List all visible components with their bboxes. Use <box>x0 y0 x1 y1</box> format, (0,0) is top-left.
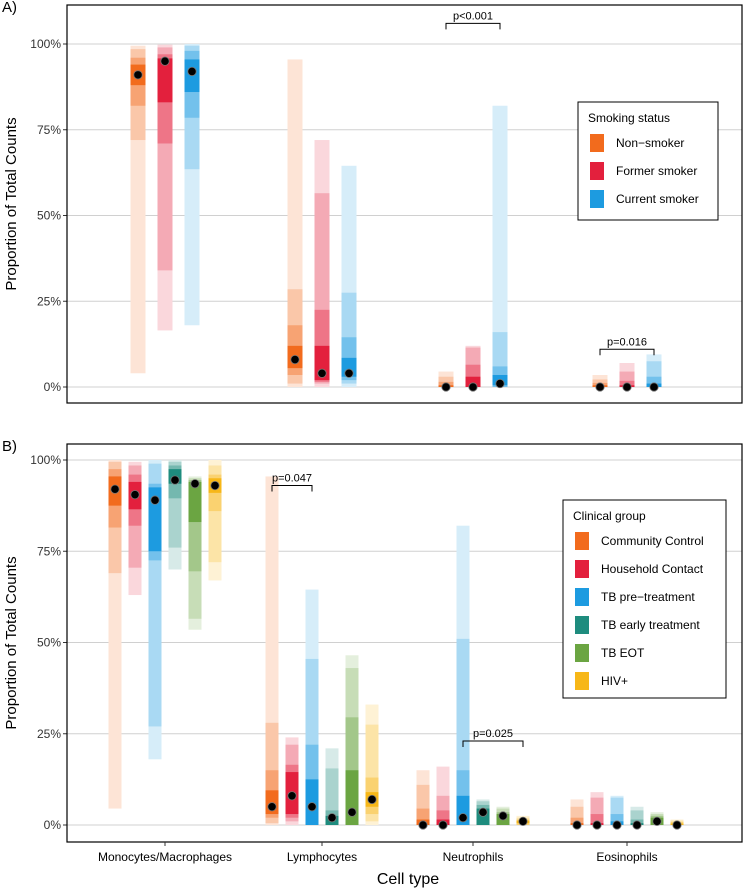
legend-swatch-former-smoker <box>590 162 604 180</box>
x-tick-label-monocytes-macrophages: Monocytes/Macrophages <box>98 850 232 864</box>
legend-swatch-non-smoker <box>590 134 604 152</box>
legend-swatch-community-control <box>575 532 589 550</box>
legend-title-a: Smoking status <box>588 111 670 125</box>
legend-label-tb-eot: TB EOT <box>601 646 645 660</box>
median-point-b-household-contact-neutrophils <box>438 820 448 830</box>
median-point-a-former-smoker-eosinophils <box>622 382 632 392</box>
band-a-current-smoker-neutrophils-0 <box>492 105 508 388</box>
panel-b: 0% 25% 50% 75% 100% p=0.047 p=0.025 Monocytes/M… <box>2 438 743 864</box>
median-point-b-tb-pre-treatment-neutrophils <box>458 813 468 823</box>
y-tick-label-a-1: 25% <box>37 294 61 308</box>
median-point-a-current-smoker-neutrophils <box>495 378 505 389</box>
band-a-current-smoker-eosinophils-2 <box>646 376 662 387</box>
legend-label-tb-early-treatment: TB early treatment <box>601 618 700 632</box>
median-point-b-tb-early-treatment-eosinophils <box>632 820 642 830</box>
legend-label-household-contact: Household Contact <box>601 562 704 576</box>
panel-label-b: B) <box>2 438 17 455</box>
median-point-a-current-smoker-eosinophils <box>649 382 659 392</box>
band-a-former-smoker-monocytes-macrophages-3 <box>157 58 173 103</box>
legend-label-tb-pre-treatment: TB pre−treatment <box>601 590 695 604</box>
legend-label-hiv: HIV+ <box>601 674 628 688</box>
significance-label-a-1: p=0.016 <box>607 336 647 348</box>
median-point-b-hiv-monocytes-macrophages <box>210 480 220 491</box>
median-point-a-former-smoker-neutrophils <box>468 382 478 392</box>
median-point-a-non-smoker-monocytes-macrophages <box>133 70 143 80</box>
median-point-b-tb-eot-monocytes-macrophages <box>190 479 200 489</box>
median-point-b-community-control-lymphocytes <box>267 802 277 812</box>
legend-swatch-tb-pre-treatment <box>575 588 589 606</box>
median-point-b-tb-early-treatment-monocytes-macrophages <box>170 475 180 485</box>
median-point-b-tb-early-treatment-neutrophils <box>478 807 488 817</box>
legend-title-b: Clinical group <box>573 509 646 523</box>
y-tick-label-a-2: 50% <box>37 209 61 223</box>
median-point-b-tb-pre-treatment-eosinophils <box>612 820 622 830</box>
y-tick-label-a-4: 100% <box>30 37 61 51</box>
median-point-a-non-smoker-neutrophils <box>441 382 451 392</box>
median-point-b-hiv-lymphocytes <box>367 794 377 805</box>
band-b-household-contact-eosinophils-2 <box>590 814 604 825</box>
x-tick-label-lymphocytes: Lymphocytes <box>287 850 357 864</box>
legend-swatch-tb-eot <box>575 644 589 662</box>
median-point-b-household-contact-lymphocytes <box>287 791 297 801</box>
median-point-a-former-smoker-lymphocytes <box>317 368 327 378</box>
panel-a: 0% 25% 50% 75% 100% p<0.001 p=0.016 Proportion … <box>2 0 743 404</box>
median-point-b-tb-eot-eosinophils <box>652 816 662 826</box>
median-point-b-tb-early-treatment-lymphocytes <box>327 813 337 823</box>
significance-label-a-0: p<0.001 <box>453 10 493 22</box>
x-tick-label-neutrophils: Neutrophils <box>443 850 504 864</box>
y-tick-label-b-4: 100% <box>30 453 61 467</box>
y-axis-title-b: Proportion of Total Counts <box>3 556 20 729</box>
median-point-a-non-smoker-eosinophils <box>595 382 605 392</box>
band-b-tb-eot-monocytes-macrophages-3 <box>188 481 202 523</box>
median-point-a-former-smoker-monocytes-macrophages <box>160 56 170 66</box>
median-point-b-household-contact-eosinophils <box>592 820 602 830</box>
median-point-a-current-smoker-lymphocytes <box>344 368 354 378</box>
significance-bracket-b-0 <box>271 485 313 492</box>
significance-bracket-a-0 <box>445 22 501 30</box>
median-point-b-tb-pre-treatment-monocytes-macrophages <box>150 495 160 505</box>
significance-label-b-1: p=0.025 <box>473 728 513 740</box>
y-tick-label-a-0: 0% <box>44 380 62 394</box>
band-a-former-smoker-neutrophils-3 <box>465 376 481 387</box>
legend-label-current-smoker: Current smoker <box>616 192 699 206</box>
plot-border-a <box>66 4 743 404</box>
legend-swatch-current-smoker <box>590 190 604 208</box>
panel-label-a: A) <box>2 0 17 16</box>
significance-bracket-a-1 <box>599 348 655 356</box>
median-point-a-non-smoker-lymphocytes <box>290 354 300 365</box>
x-tick-label-eosinophils: Eosinophils <box>596 850 657 864</box>
legend-label-former-smoker: Former smoker <box>616 164 697 178</box>
median-point-b-hiv-neutrophils <box>518 816 528 826</box>
y-axis-title-a: Proportion of Total Counts <box>3 117 20 290</box>
median-point-a-current-smoker-monocytes-macrophages <box>187 66 197 77</box>
y-tick-label-b-3: 75% <box>37 544 61 558</box>
median-point-b-community-control-neutrophils <box>418 820 428 830</box>
y-tick-label-a-3: 75% <box>37 123 61 137</box>
y-tick-label-b-2: 50% <box>37 636 61 650</box>
y-tick-label-b-1: 25% <box>37 727 61 741</box>
median-point-b-community-control-eosinophils <box>572 820 582 830</box>
legend-label-community-control: Community Control <box>601 534 704 548</box>
legend-swatch-household-contact <box>575 560 589 578</box>
median-point-b-tb-eot-lymphocytes <box>347 807 357 817</box>
legend-swatch-tb-early-treatment <box>575 616 589 634</box>
y-tick-label-b-0: 0% <box>44 818 62 832</box>
significance-label-b-0: p=0.047 <box>272 473 312 485</box>
significance-bracket-b-1 <box>462 740 524 748</box>
median-point-b-tb-eot-neutrophils <box>498 811 508 821</box>
band-b-tb-pre-treatment-eosinophils-2 <box>610 814 624 825</box>
median-point-b-household-contact-monocytes-macrophages <box>130 490 140 500</box>
median-point-b-tb-pre-treatment-lymphocytes <box>307 802 317 812</box>
median-point-b-hiv-eosinophils <box>672 820 682 830</box>
band-a-non-smoker-neutrophils-1 <box>438 376 454 387</box>
x-axis-title: Cell type <box>377 871 439 888</box>
median-point-b-community-control-monocytes-macrophages <box>110 484 120 494</box>
legend-box-b <box>562 499 727 699</box>
legend-label-non-smoker: Non−smoker <box>616 136 684 150</box>
plot-border-b <box>66 443 743 843</box>
legend-swatch-hiv <box>575 672 589 690</box>
